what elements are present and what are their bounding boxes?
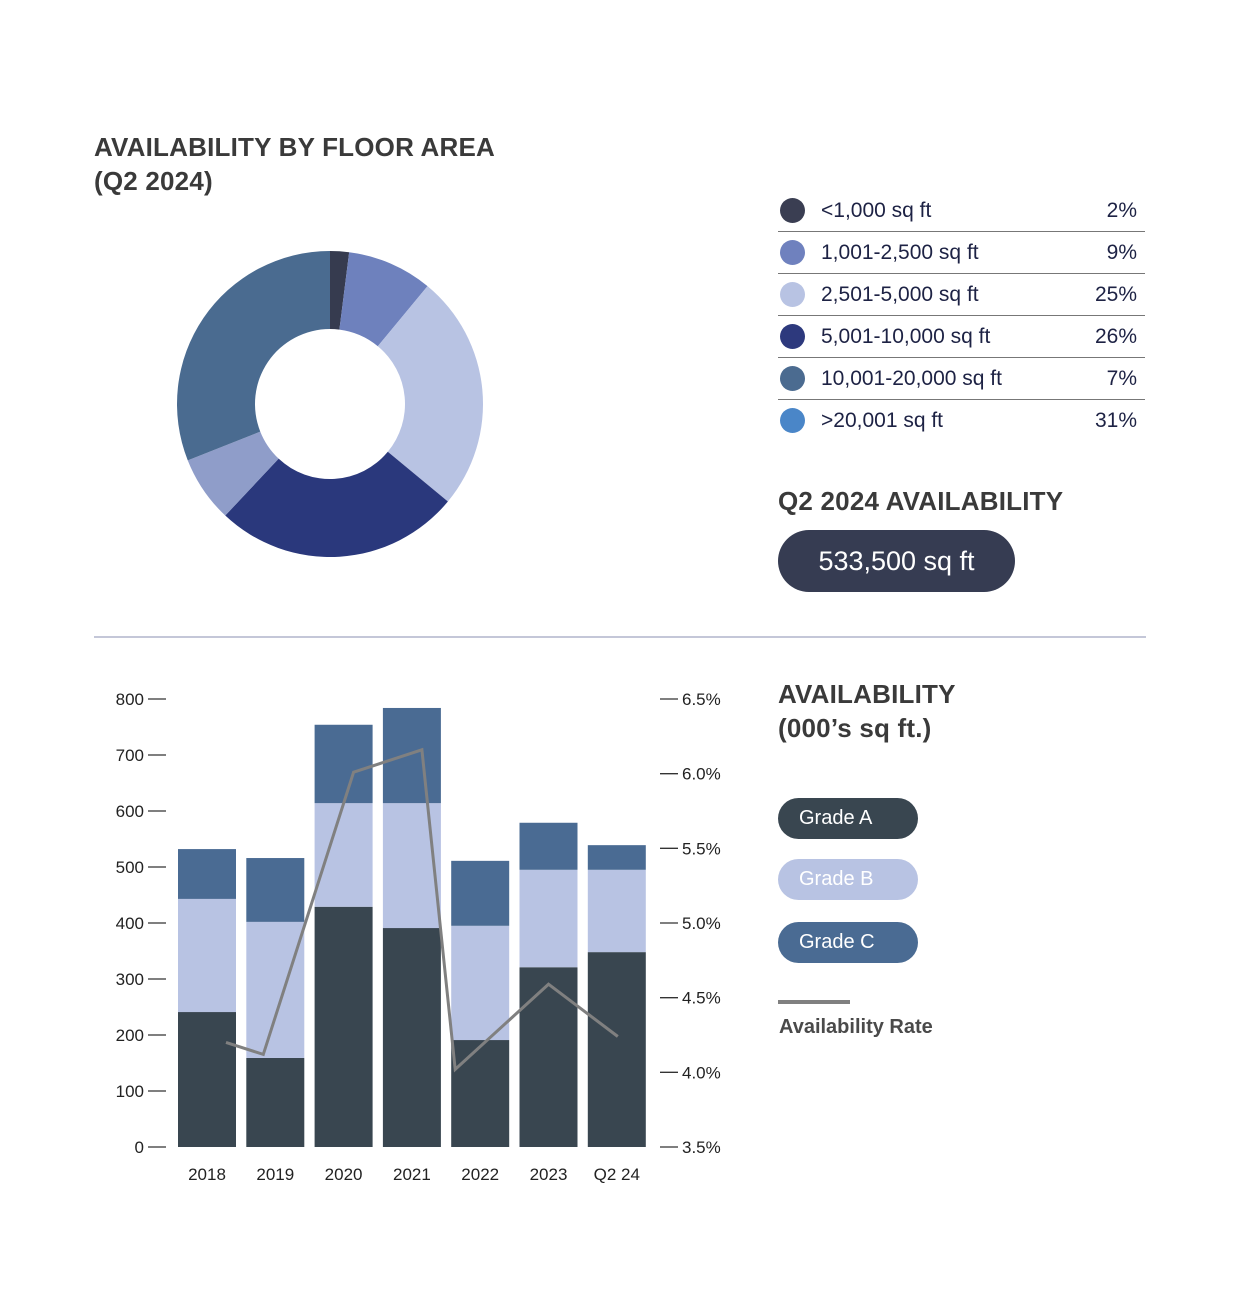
donut-slice (176, 251, 330, 461)
legend-grade-b: Grade B (778, 859, 918, 900)
bar-title-line1: AVAILABILITY (778, 679, 956, 709)
bar-title: AVAILABILITY (000’s sq ft.) (778, 677, 956, 745)
legend-grade-a: Grade A (778, 798, 918, 839)
bar-segment (451, 925, 510, 1041)
x-tick-label: Q2 24 (594, 1165, 640, 1184)
legend-dot-icon (780, 282, 805, 307)
legend-value: 25% (1094, 282, 1137, 306)
legend-label: 10,001-20,000 sq ft (821, 366, 1002, 390)
bar-segment (382, 707, 441, 804)
bar-segment (178, 898, 236, 1013)
donut-title-line2: (Q2 2024) (94, 166, 213, 196)
donut-title: AVAILABILITY BY FLOOR AREA (Q2 2024) (94, 130, 495, 198)
legend-label: 5,001-10,000 sq ft (821, 324, 991, 348)
y2-tick-label: 4.5% (682, 989, 721, 1008)
bar-segment (519, 822, 578, 870)
y-tick-label: 300 (116, 970, 144, 989)
legend-dot-icon (780, 366, 805, 391)
bar-segment (519, 967, 578, 1147)
availability-rate-line (225, 747, 619, 1073)
y-tick-label: 0 (135, 1138, 144, 1157)
legend-dot-icon (780, 198, 805, 223)
bar-segment (246, 858, 305, 922)
legend-label: <1,000 sq ft (821, 198, 932, 222)
legend-row: <1,000 sq ft 2% (778, 190, 1145, 232)
bar-segment (314, 724, 373, 804)
donut-title-line1: AVAILABILITY BY FLOOR AREA (94, 132, 495, 162)
x-tick-label: 2023 (530, 1165, 568, 1184)
bar-segment (451, 860, 510, 926)
donut-slice (187, 431, 279, 516)
summary-title: Q2 2024 AVAILABILITY (778, 486, 1064, 516)
y2-tick-label: 6.0% (682, 765, 721, 784)
legend-row: 5,001-10,000 sq ft 26% (778, 316, 1145, 358)
x-tick-label: 2022 (461, 1165, 499, 1184)
legend-row: 2,501-5,000 sq ft 25% (778, 274, 1145, 316)
y-tick-label: 400 (116, 914, 144, 933)
y-tick-label: 700 (116, 746, 144, 765)
donut-chart (176, 251, 484, 557)
bar-segment (382, 928, 441, 1147)
legend-label: 2,501-5,000 sq ft (821, 282, 979, 306)
legend-dot-icon (780, 240, 805, 265)
bar-segment (246, 1057, 305, 1147)
legend-grade-c: Grade C (778, 922, 918, 963)
bar-segment (451, 1040, 510, 1147)
legend-value: 26% (1094, 324, 1137, 348)
y2-tick-label: 5.0% (682, 914, 721, 933)
legend-value: 9% (1106, 240, 1137, 264)
total-availability-badge: 533,500 sq ft (778, 530, 1015, 592)
legend-value: 7% (1106, 366, 1137, 390)
legend-rate-label: Availability Rate (779, 1016, 933, 1038)
bar-segment (587, 869, 646, 953)
donut-slice (377, 286, 484, 502)
legend-dot-icon (780, 324, 805, 349)
bar-title-line2: (000’s sq ft.) (778, 713, 932, 743)
x-tick-label: 2018 (188, 1165, 226, 1184)
legend-value: 2% (1106, 198, 1137, 222)
legend-row: >20,001 sq ft 31% (778, 400, 1145, 441)
x-tick-label: 2021 (393, 1165, 431, 1184)
legend-label: 1,001-2,500 sq ft (821, 240, 979, 264)
y-tick-label: 600 (116, 802, 144, 821)
legend-value: 31% (1094, 408, 1137, 432)
bar-segment (178, 849, 236, 899)
donut-legend: <1,000 sq ft 2% 1,001-2,500 sq ft 9% 2,501-5… (778, 190, 1145, 441)
donut-slice (330, 251, 350, 330)
x-tick-label: 2019 (256, 1165, 294, 1184)
y2-tick-label: 6.5% (682, 690, 721, 709)
y2-tick-label: 5.5% (682, 839, 721, 858)
legend-row: 1,001-2,500 sq ft 9% (778, 232, 1145, 274)
y-tick-label: 800 (116, 690, 144, 709)
legend-dot-icon (780, 408, 805, 433)
bar-segment (587, 952, 646, 1147)
y-tick-label: 100 (116, 1082, 144, 1101)
legend-rate-swatch (778, 1000, 850, 1004)
legend-label: >20,001 sq ft (821, 408, 944, 432)
y2-tick-label: 3.5% (682, 1138, 721, 1157)
bar-segment (519, 869, 578, 968)
donut-slice (225, 451, 448, 557)
donut-slice (339, 252, 428, 347)
bar-segment (246, 921, 305, 1058)
bar-segment (314, 906, 373, 1147)
bar-chart: 0 100 200 300 400 500 600 700 800 3.5% 4.0% 4.5% 5.0… (116, 690, 721, 1184)
x-tick-label: 2020 (325, 1165, 363, 1184)
y-tick-label: 500 (116, 858, 144, 877)
bar-segment (382, 803, 441, 929)
legend-row: 10,001-20,000 sq ft 7% (778, 358, 1145, 400)
y2-tick-label: 4.0% (682, 1063, 721, 1082)
bar-segment (178, 1012, 236, 1147)
y-tick-label: 200 (116, 1026, 144, 1045)
bar-segment (587, 845, 646, 870)
divider (94, 636, 1146, 638)
bar-segment (314, 803, 373, 907)
